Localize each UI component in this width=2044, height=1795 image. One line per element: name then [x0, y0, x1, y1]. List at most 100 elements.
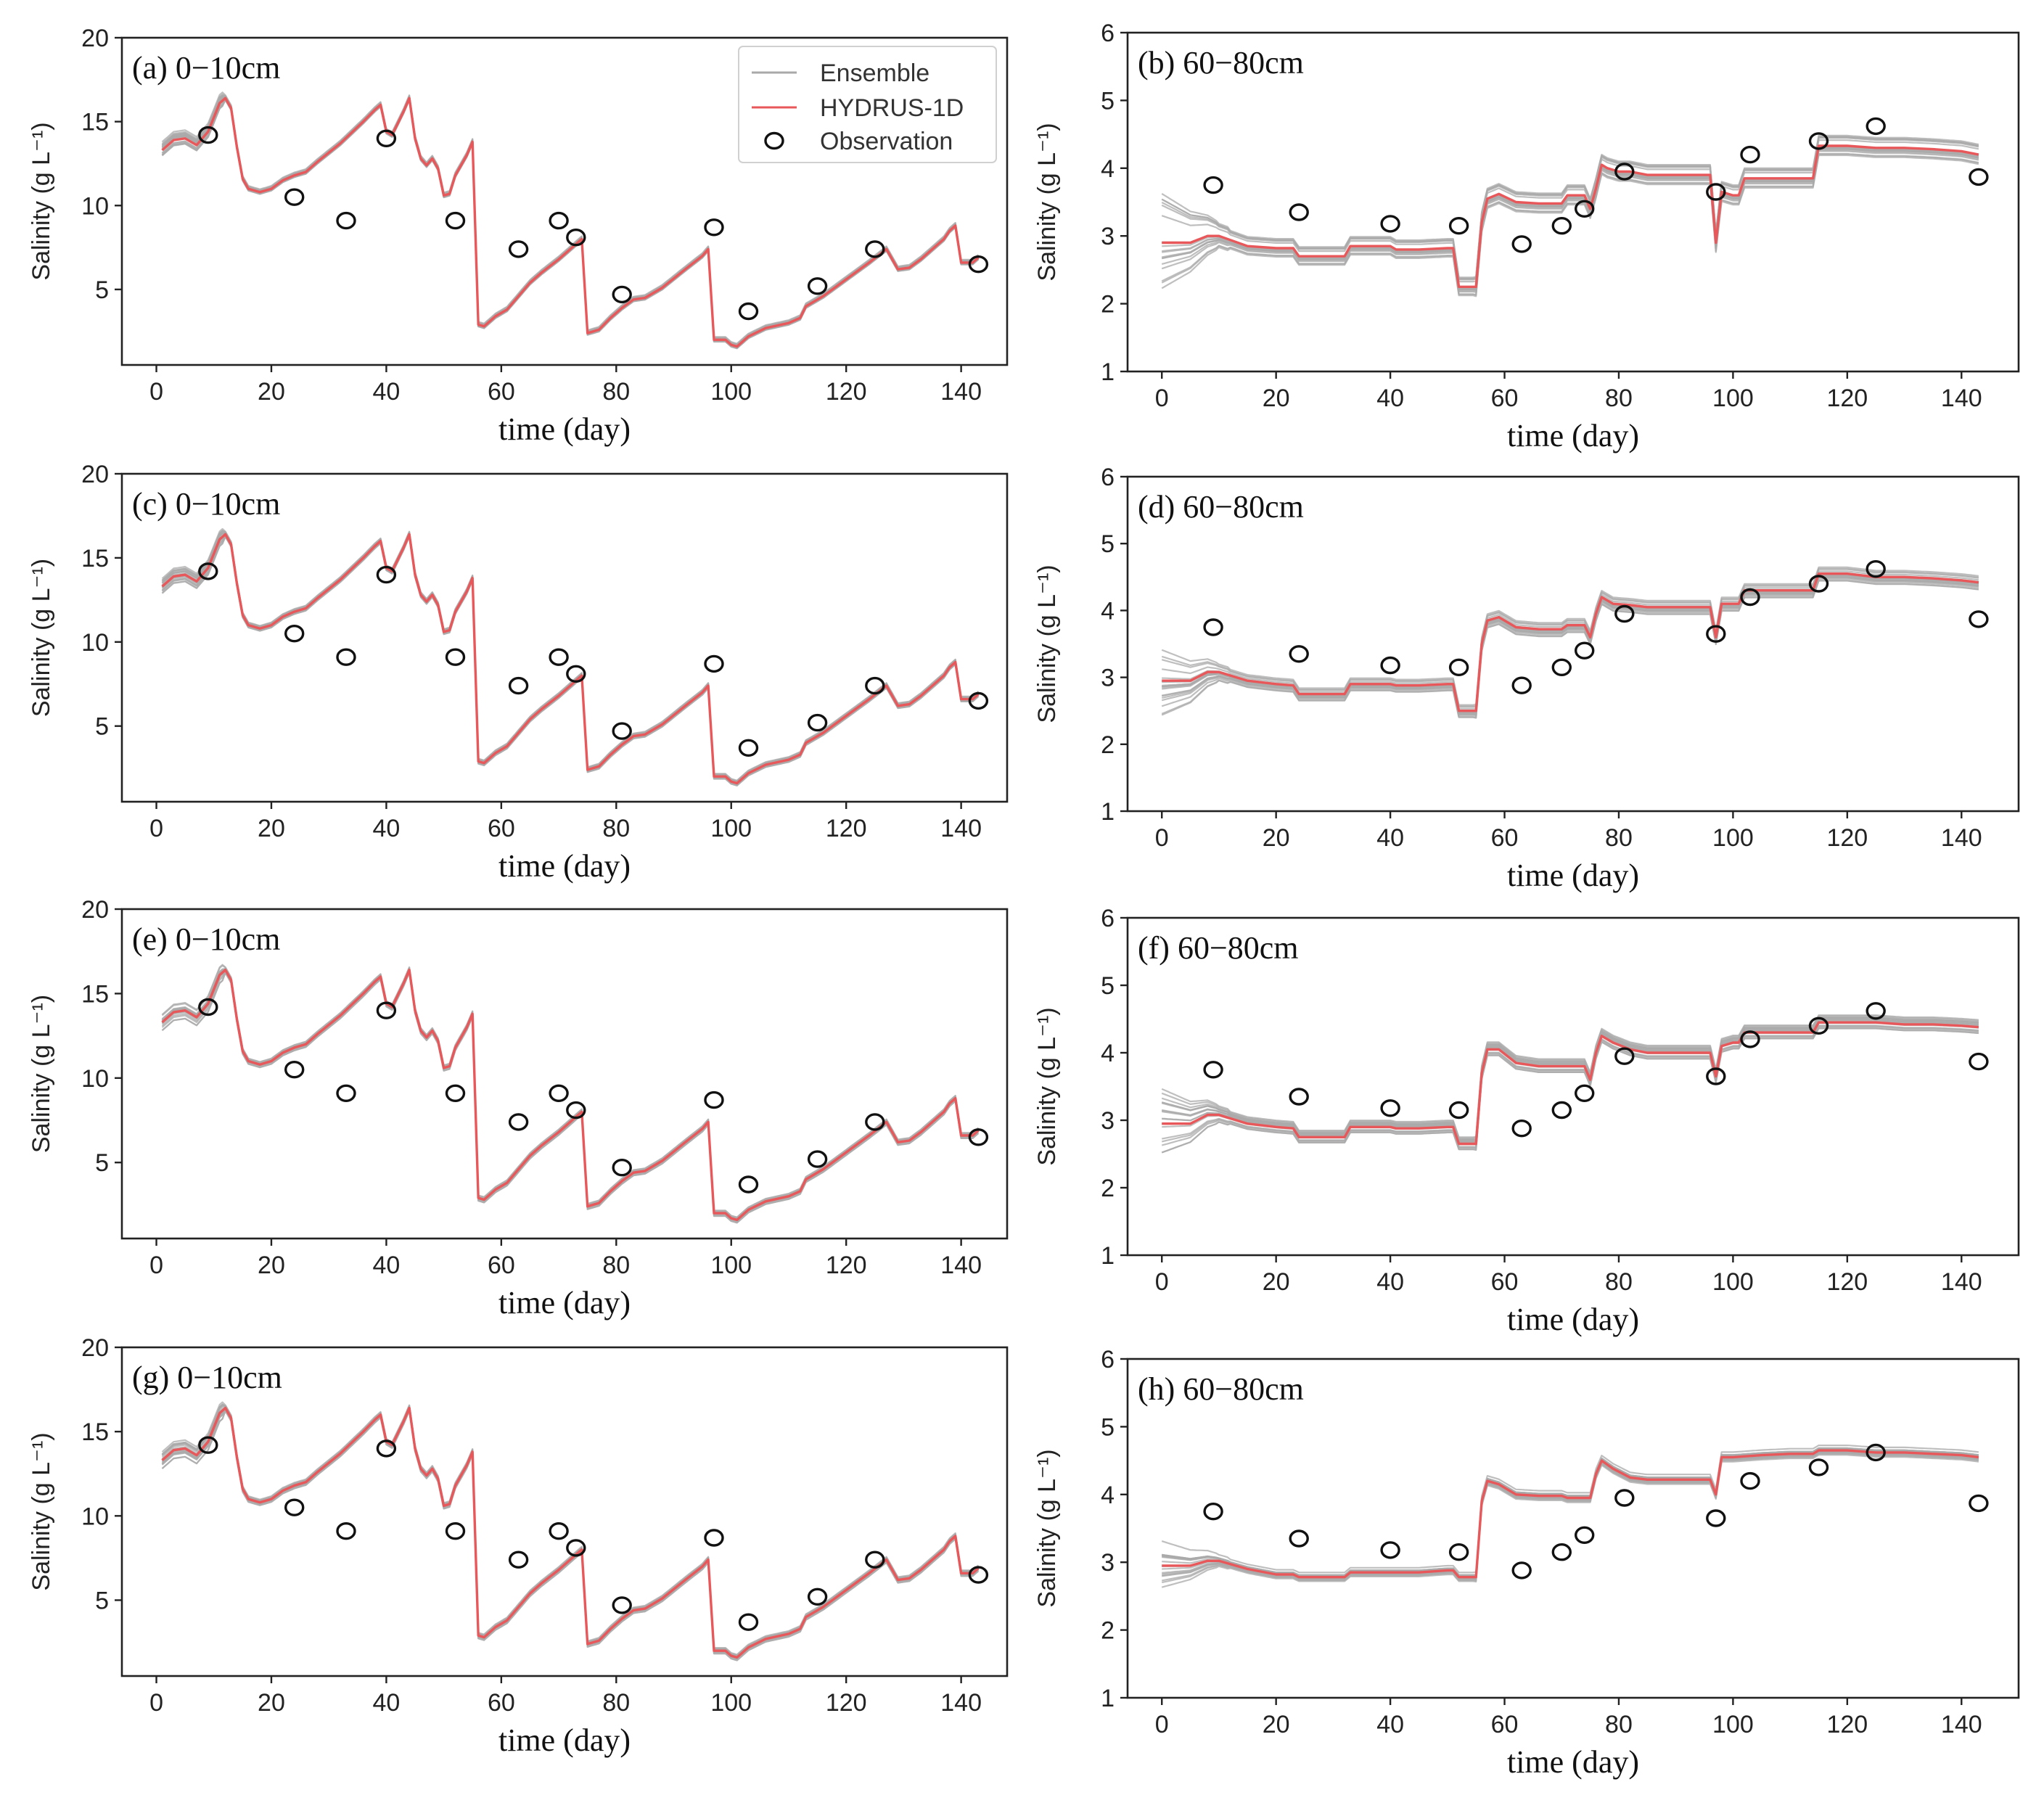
ensemble-member — [161, 1401, 980, 1656]
y-tick-label: 2 — [1101, 1617, 1115, 1645]
plot-frame — [1126, 31, 2020, 373]
ensemble-series — [1161, 1014, 1979, 1154]
x-tick-label: 100 — [710, 815, 752, 842]
observation-point — [1511, 676, 1532, 694]
y-tick-label: 6 — [1101, 1346, 1115, 1373]
panel-title: (b) 60−80cm — [1138, 45, 1304, 81]
observation-point — [1551, 658, 1572, 676]
ensemble-member — [161, 971, 980, 1223]
ensemble-member — [161, 1410, 980, 1661]
observation-point — [1808, 1458, 1829, 1476]
observation-point — [1551, 1101, 1572, 1120]
y-tick-label: 4 — [1101, 597, 1115, 625]
x-tick-label: 120 — [1826, 385, 1868, 412]
x-tick-label: 0 — [1155, 1268, 1169, 1296]
observation-point — [865, 1550, 885, 1569]
panel-h: 0 20 40 60 80 100 120 140 1 2 3 4 5 6 time (day) Salini… — [1033, 1346, 2020, 1780]
ensemble-member — [1161, 148, 1979, 291]
ensemble-member — [1161, 149, 1979, 292]
ensemble-member — [1161, 1015, 1979, 1139]
observation-point — [336, 211, 356, 230]
ensemble-member — [161, 1403, 980, 1656]
x-tick-label: 40 — [373, 378, 401, 406]
x-tick-label: 120 — [1826, 824, 1868, 852]
plot-frame — [120, 908, 1009, 1240]
ensemble-member — [161, 968, 980, 1220]
ensemble-member — [161, 1403, 980, 1656]
y-tick-label: 6 — [1101, 464, 1115, 491]
observation-point — [1380, 1541, 1400, 1559]
x-tick-label: 40 — [1376, 1268, 1404, 1296]
ensemble-member — [1162, 1450, 1979, 1579]
x-tick-label: 20 — [1263, 1268, 1290, 1296]
x-tick-label: 140 — [940, 1689, 982, 1717]
observation-point — [1574, 1526, 1595, 1545]
ensemble-member — [1161, 1453, 1979, 1584]
observation-point — [1574, 1084, 1595, 1103]
ensemble-member — [1161, 153, 1979, 296]
observation-point — [865, 1113, 885, 1131]
ensemble-member — [161, 1404, 980, 1657]
y-tick-label: 1 — [1101, 1242, 1115, 1270]
y-tick-label: 20 — [81, 1334, 109, 1362]
y-tick-label: 5 — [1101, 530, 1115, 558]
x-tick-label: 0 — [1155, 385, 1169, 412]
ensemble-member — [161, 964, 980, 1218]
ensemble-series — [161, 1401, 980, 1661]
observation-point — [445, 648, 466, 666]
observation-point — [1969, 1052, 1989, 1071]
ensemble-member — [161, 530, 980, 782]
plot-frame — [120, 1346, 1009, 1677]
x-tick-label: 100 — [710, 378, 752, 406]
observation-point — [1203, 176, 1223, 194]
observation-series — [1203, 560, 1989, 694]
x-tick-label: 140 — [940, 815, 982, 842]
x-tick-label: 60 — [1491, 385, 1519, 412]
observation-point — [508, 240, 529, 258]
x-axis-label: time (day) — [1507, 418, 1639, 453]
x-axis-label: time (day) — [1507, 858, 1639, 893]
x-tick-label: 120 — [826, 1252, 867, 1279]
observation-point — [198, 562, 218, 580]
observation-point — [1969, 610, 1989, 628]
x-tick-label: 100 — [1712, 1711, 1754, 1738]
x-tick-label: 60 — [488, 1252, 515, 1279]
observation-point — [445, 211, 466, 230]
observation-point — [865, 676, 885, 695]
ensemble-member — [161, 964, 980, 1219]
y-tick-label: 5 — [95, 1149, 109, 1177]
x-tick-label: 80 — [1605, 824, 1633, 852]
observation-point — [1614, 604, 1635, 623]
ensemble-member — [1161, 1027, 1979, 1154]
observation-point — [1614, 1047, 1635, 1065]
observation-point — [549, 1521, 569, 1540]
observation-point — [1203, 1502, 1223, 1521]
ensemble-member — [1162, 1447, 1979, 1576]
observation-point — [376, 1001, 397, 1019]
ensemble-member — [161, 527, 980, 781]
x-tick-label: 140 — [1941, 385, 1982, 412]
y-tick-label: 5 — [95, 713, 109, 741]
y-axis-label: Salinity (g L⁻¹) — [28, 995, 55, 1153]
observation-point — [1706, 625, 1726, 643]
x-tick-label: 140 — [940, 378, 982, 406]
observation-point — [1808, 1016, 1829, 1035]
plot-frame — [120, 36, 1009, 366]
y-tick-label: 15 — [81, 1418, 109, 1446]
observation-point — [1448, 1543, 1469, 1561]
observation-point — [1448, 217, 1469, 235]
y-axis-label: Salinity (g L⁻¹) — [28, 1432, 55, 1590]
x-tick-label: 120 — [1826, 1268, 1868, 1296]
x-tick-label: 80 — [1605, 385, 1633, 412]
x-tick-label: 60 — [488, 1689, 515, 1717]
ensemble-member — [161, 1405, 980, 1657]
x-axis-label: time (day) — [498, 411, 631, 447]
plot-frame — [1126, 1357, 2020, 1699]
observation-point — [566, 1101, 586, 1120]
x-tick-label: 120 — [826, 815, 867, 842]
observation-point — [704, 1529, 724, 1547]
hydrus-1d-line — [1162, 144, 1979, 288]
ensemble-member — [161, 1410, 980, 1661]
ensemble-member — [161, 968, 980, 1220]
y-tick-label: 3 — [1101, 1549, 1115, 1577]
